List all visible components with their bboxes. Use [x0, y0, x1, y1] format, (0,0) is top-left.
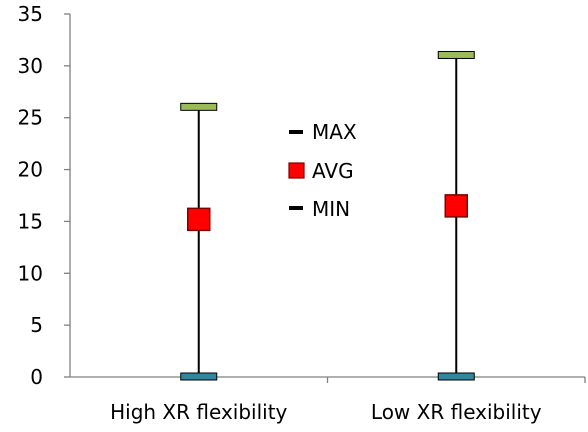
max-marker — [437, 50, 475, 59]
axes — [69, 14, 585, 378]
x-tick-label: Low XR flexibility — [371, 400, 542, 424]
legend-label-avg: AVG — [312, 159, 354, 183]
avg-marker — [187, 207, 211, 232]
legend-label-max: MAX — [312, 120, 357, 144]
legend-label-min: MIN — [312, 197, 350, 221]
y-tick-label: 30 — [18, 54, 43, 78]
y-tick-label: 10 — [18, 261, 43, 285]
y-tick-label: 15 — [18, 209, 43, 233]
legend-marker-max — [289, 130, 303, 134]
y-tick-label: 20 — [18, 158, 43, 182]
plot-marks — [180, 50, 475, 381]
legend-marker-avg — [288, 162, 305, 179]
y-tick-label: 0 — [30, 365, 43, 389]
avg-marker — [444, 194, 468, 218]
y-tick-label: 35 — [18, 2, 43, 26]
y-ticks: 0 5 10 15 20 25 30 35 — [18, 2, 70, 389]
max-marker — [180, 102, 218, 111]
legend-marker-min — [289, 206, 303, 210]
min-marker — [437, 372, 475, 381]
x-tick-label: High XR flexibility — [110, 400, 287, 424]
min-marker — [180, 372, 218, 381]
legend: MAX AVG MIN — [288, 120, 357, 221]
x-ticks: High XR flexibility Low XR flexibility — [110, 377, 586, 424]
y-tick-label: 25 — [18, 106, 43, 130]
y-tick-label: 5 — [30, 313, 43, 337]
